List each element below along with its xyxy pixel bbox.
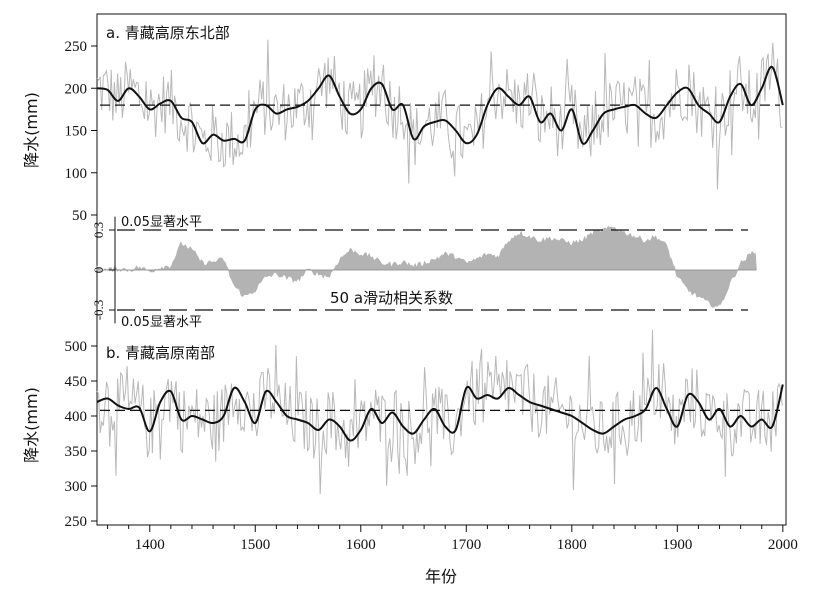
x-tick-label: 1800 [557,537,587,553]
panel-a-smooth-line [96,65,784,145]
panel-b-y-tick-label: 450 [65,374,88,390]
panel-a-y-tick-label: 200 [65,81,88,97]
x-tick-label: 1400 [135,537,165,553]
panel-b-label: b. 青藏高原南部 [106,344,215,362]
correlation-title: 50 a滑动相关系数 [330,289,453,307]
panel-a-ylabel: 降水(mm) [22,92,41,168]
axis-ticks: 1400 1500 1600 1700 1800 1900 2000 50 100 150 200 2… [65,39,798,553]
x-tick-label: 2000 [768,537,798,553]
correlation-area [96,225,757,308]
x-tick-label: 1700 [451,537,481,553]
panel-b-y-tick-label: 250 [65,514,88,530]
panel-b-raw-line [96,329,783,495]
x-tick-label: 1900 [662,537,692,553]
x-tick-label: 1600 [346,537,376,553]
panel-a-y-tick-label: 250 [65,39,88,55]
corr-y-tick-label: -0.3 [91,300,106,321]
significance-label-bottom: 0.05显著水平 [121,315,202,330]
panel-a-y-tick-label: 150 [65,124,88,140]
panel-b-smooth-line [96,384,784,442]
corr-y-tick-label: 0.3 [91,222,106,238]
panel-a-y-tick-label: 100 [65,166,88,182]
panel-a-y-tick-label: 50 [72,208,87,224]
correlation-fill [96,225,757,308]
x-tick-label: 1500 [240,537,270,553]
panel-b-smoothed-series [96,384,784,442]
panel-a-raw-series [96,39,783,190]
panel-b-y-tick-label: 500 [65,339,88,355]
panel-a-label: a. 青藏高原东北部 [106,24,230,42]
panel-a-raw-line [96,39,783,190]
panel-a-smoothed-series [96,65,784,145]
panel-b-raw-series [96,329,783,495]
reference-lines [100,104,780,411]
x-axis-title: 年份 [425,567,457,586]
corr-y-tick-label: 0 [91,267,106,274]
panel-b-y-tick-label: 350 [65,444,88,460]
panel-b-y-tick-label: 300 [65,479,88,495]
panel-b-ylabel: 降水(mm) [22,387,41,463]
significance-label-top: 0.05显著水平 [121,215,202,230]
panel-b-y-tick-label: 400 [65,409,88,425]
